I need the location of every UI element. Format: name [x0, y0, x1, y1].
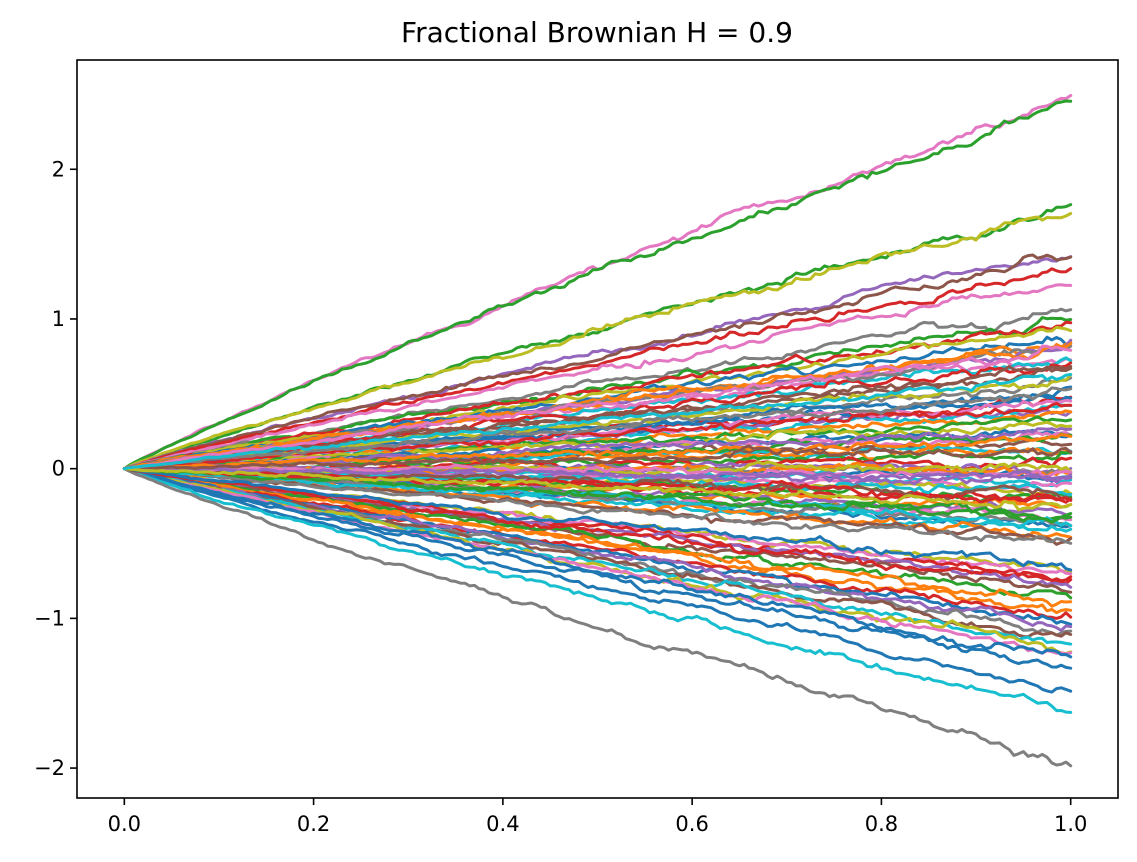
series-path-96	[122, 344, 1073, 471]
series-path-7	[122, 283, 1073, 471]
x-tick-label: 1.0	[1054, 812, 1087, 836]
series-path-81	[122, 342, 1073, 471]
series-path-90	[122, 467, 1073, 572]
series-path-11	[122, 325, 1073, 471]
series-path-5	[122, 253, 1073, 471]
series-path-6	[122, 267, 1073, 471]
series-path-86	[122, 463, 1073, 480]
series-path-68	[122, 467, 1073, 714]
y-tick-label: 0	[52, 457, 65, 481]
chart-title: Fractional Brownian H = 0.9	[401, 16, 793, 49]
x-axis: 0.0 0.2 0.4 0.6 0.8 1.0	[108, 798, 1087, 836]
y-tick-label: −1	[34, 606, 65, 630]
y-axis: −2 −1 0 1 2	[34, 157, 77, 780]
series-path-73	[122, 467, 1073, 583]
series-path-98	[122, 467, 1073, 512]
series-path-67	[122, 467, 1073, 694]
series-path-1	[122, 99, 1073, 471]
series-path-91	[122, 433, 1073, 471]
series-paths	[122, 94, 1073, 768]
series-path-9	[122, 316, 1073, 471]
series-path-66	[122, 467, 1073, 670]
axes-frame	[76, 59, 1119, 799]
series-path-69	[122, 467, 1073, 768]
x-tick-label: 0.2	[297, 812, 330, 836]
series-path-95	[122, 444, 1073, 471]
series-path-57	[122, 467, 1073, 620]
x-tick-label: 0.4	[486, 812, 519, 836]
series-path-94	[122, 466, 1073, 482]
series-path-3	[122, 212, 1073, 471]
x-tick-label: 0.6	[675, 812, 708, 836]
series-path-92	[122, 467, 1073, 524]
x-tick-label: 0.8	[865, 812, 898, 836]
y-tick-label: −2	[34, 756, 65, 780]
series-path-24	[122, 415, 1073, 471]
x-tick-label: 0.0	[108, 812, 141, 836]
series-path-97	[122, 386, 1073, 471]
series-path-99	[122, 373, 1073, 471]
series-path-75	[122, 365, 1073, 471]
series-path-10	[122, 320, 1073, 471]
series-path-48	[122, 467, 1073, 545]
y-tick-label: 1	[52, 307, 65, 331]
y-tick-label: 2	[52, 157, 65, 181]
